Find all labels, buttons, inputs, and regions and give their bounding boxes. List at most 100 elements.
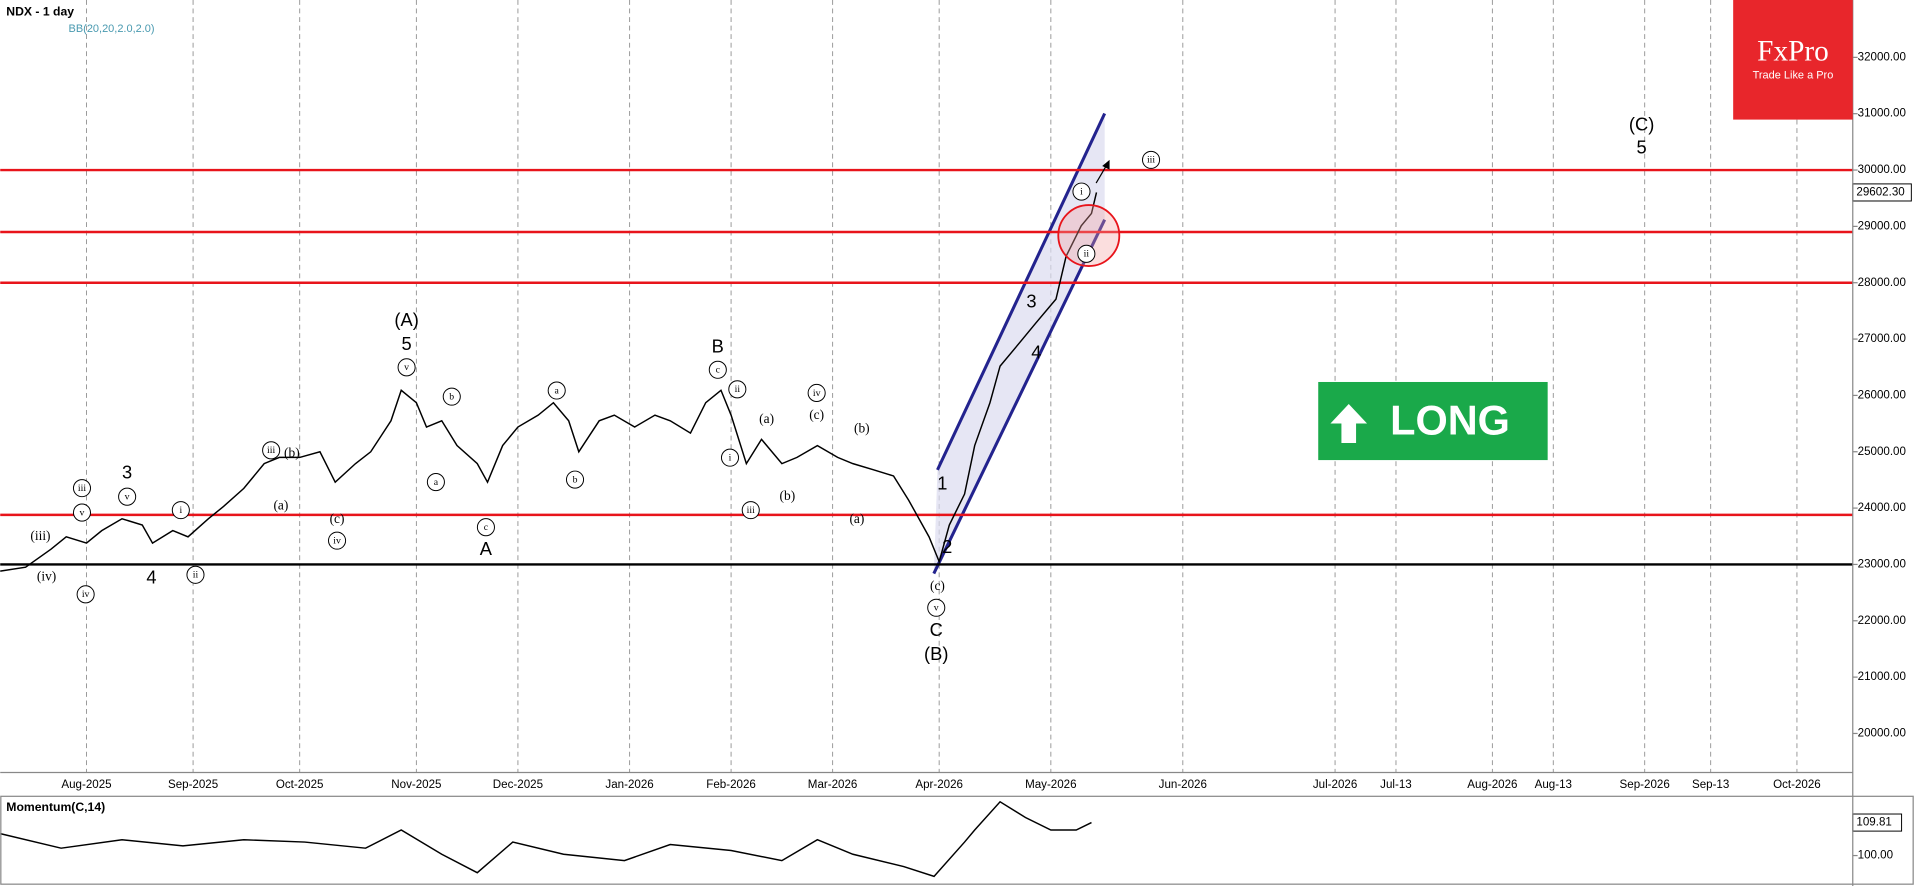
x-tick-label: Oct-2025 [276, 779, 324, 791]
wave-label: iii [78, 483, 86, 494]
badge-text: LONG [1390, 396, 1510, 443]
y-tick-label: 25000.00 [1858, 446, 1906, 458]
y-tick-label: 22000.00 [1858, 615, 1906, 627]
x-tick-label: Jun-2026 [1159, 779, 1207, 791]
wave-label: a [555, 385, 560, 396]
wave-label: v [80, 507, 85, 518]
wave-circle [397, 358, 416, 377]
x-tick-label: Feb-2026 [706, 779, 756, 791]
wave-label: (b) [284, 445, 300, 460]
y-tick-label: 23000.00 [1858, 558, 1906, 570]
wave-circle [807, 383, 826, 402]
wave-label: 5 [402, 333, 412, 354]
last-momentum-label: 109.81 [1856, 817, 1891, 829]
wave-label: i [1080, 186, 1083, 197]
wave-label: (C) [1629, 114, 1654, 135]
wave-circle [720, 448, 740, 467]
wave-label: iv [82, 589, 90, 600]
wave-label: (a) [273, 498, 288, 513]
wave-label: 1 [937, 472, 947, 493]
x-tick-label: Nov-2025 [391, 779, 441, 791]
wave-label: (a) [759, 411, 774, 426]
wave-label: 3 [1026, 290, 1036, 311]
wave-label: iii [747, 505, 755, 516]
wave-label: 3 [122, 461, 132, 482]
x-tick-label: Sep-2025 [168, 779, 218, 791]
wave-circle [565, 470, 585, 489]
highlight-circle [1057, 204, 1121, 267]
x-tick-label: Aug-2025 [61, 779, 111, 791]
wave-circle [708, 360, 727, 379]
wave-label: 4 [146, 566, 156, 587]
x-tick-label: Mar-2026 [808, 779, 858, 791]
y-tick-label: 24000.00 [1858, 502, 1906, 514]
price-line [0, 800, 1092, 878]
wave-label: iii [267, 445, 275, 456]
price [0, 192, 1098, 878]
x-tick-label: Sep-2026 [1620, 779, 1670, 791]
logo-tagline: Trade Like a Pro [1753, 70, 1834, 82]
wave-label: (c) [330, 511, 345, 526]
momentum-frame [0, 795, 1914, 885]
wave-circle [728, 380, 747, 399]
wave-label: ii [1084, 249, 1090, 260]
wave-label: ii [193, 570, 199, 581]
y-tick-label: 31000.00 [1858, 108, 1906, 120]
wave-circle [442, 387, 461, 406]
wave-label: b [449, 391, 454, 402]
y-tick-label: 32000.00 [1858, 51, 1906, 63]
x-tick-label: Sep-13 [1692, 779, 1729, 791]
x-tick-label: Aug-2026 [1467, 779, 1517, 791]
wave-label: 5 [1637, 137, 1647, 158]
channel-upper [936, 112, 1107, 471]
wave-circle [72, 479, 92, 498]
wave-circle [118, 487, 137, 506]
y-tick-label: 21000.00 [1858, 671, 1906, 683]
x-tick-label: Jul-13 [1380, 779, 1412, 791]
wave-label: (c) [930, 578, 945, 593]
wave-label: iii [1147, 155, 1155, 166]
x-tick-label: Jul-2026 [1313, 779, 1357, 791]
wave-label: i [729, 452, 732, 463]
wave-label: 2 [942, 536, 952, 557]
logo-name: FxPro [1757, 35, 1829, 67]
chart-title: NDX - 1 day [6, 4, 74, 18]
wave-circle [262, 441, 281, 460]
wave-label: C [930, 619, 943, 640]
wave-label: c [484, 522, 489, 533]
wave-circle [741, 501, 760, 520]
indicator-label: BB(20,20,2.0,2.0) [69, 23, 155, 35]
wave-circle [547, 381, 566, 400]
wave-label: (a) [849, 511, 864, 526]
wave-circle [927, 598, 946, 617]
wave-circle [186, 565, 205, 584]
wave-circle [171, 501, 190, 520]
wave-circle [1142, 150, 1161, 169]
wave-label: B [712, 336, 724, 357]
y-tick-label: 28000.00 [1858, 277, 1906, 289]
y-tick-label: 30000.00 [1858, 164, 1906, 176]
wave-circle [72, 503, 92, 522]
wave-circle [1072, 182, 1091, 201]
wave-label: A [480, 538, 493, 559]
wave-label: (iv) [37, 568, 56, 583]
levels [0, 168, 1853, 566]
grid: 20000.00 21000.00 22000.00 23000.00 24000.00… [61, 0, 1912, 862]
wave-label: ii [735, 384, 741, 395]
x-tick-label: Oct-2026 [1773, 779, 1821, 791]
wave-label: v [934, 603, 939, 614]
wave-label: (A) [394, 309, 418, 330]
wave-label: b [573, 474, 578, 485]
wave-label: a [434, 477, 439, 488]
y-tick-label: 29000.00 [1858, 220, 1906, 232]
last-price-label: 29602.30 [1856, 187, 1904, 199]
wave-label: v [125, 492, 130, 503]
wave-label: (iii) [30, 528, 50, 543]
wave-circle [1077, 244, 1096, 263]
y-tick-label: 100.00 [1858, 850, 1893, 862]
wave-label: iv [813, 388, 821, 399]
wave-circle [328, 531, 347, 550]
wave-label: (b) [854, 421, 870, 436]
y-tick-label: 20000.00 [1858, 728, 1906, 740]
